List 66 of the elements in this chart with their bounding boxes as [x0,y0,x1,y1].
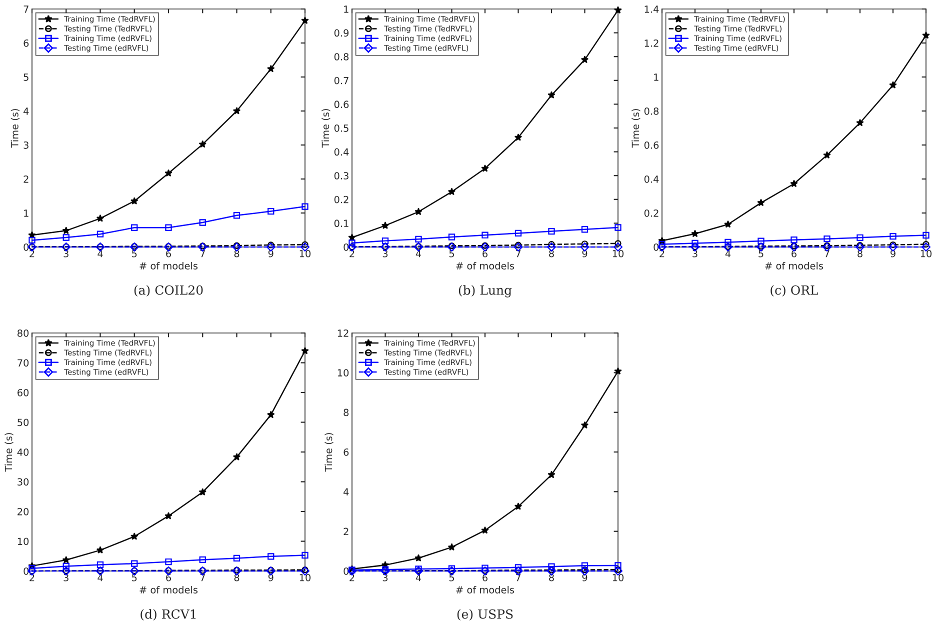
y-tick-label: 4 [344,488,349,496]
x-tick-label: 10 [612,250,624,258]
x-axis-title: # of models [140,262,198,270]
y-tick-label: 0.1 [334,220,348,228]
text: (e) USPS [457,609,513,621]
text: (a) COIL20 [134,285,203,297]
x-tick-label: 4 [725,250,731,258]
x-tick-label: 4 [416,574,422,582]
y-axis-title: Time (s) [322,109,330,148]
y-axis-title: Time (s) [324,433,334,472]
y-tick-label: 0.6 [334,100,349,108]
y-tick-label: 10 [338,369,349,376]
y-tick-label: 20 [18,508,29,516]
y-tick-label: 0.4 [334,148,349,156]
text: (d) RCV1 [140,609,196,621]
y-tick-label: 0.8 [334,53,349,60]
x-axis-title: # of models [765,262,824,270]
y-tick-label: 0.3 [334,172,348,180]
y-tick-label: 12 [338,329,348,337]
y-tick-label: 0.2 [334,196,348,204]
y-tick-label: 7 [24,6,28,13]
y-tick-label: 0 [344,567,349,575]
y-tick-label: 2 [344,528,348,536]
y-tick-label: 0.4 [644,175,659,183]
y-tick-label: 30 [18,478,29,486]
y-tick-label: 0.6 [644,141,659,149]
y-tick-label: 0 [24,567,29,575]
x-axis-title: # of models [140,586,198,594]
y-tick-label: 60 [18,388,29,396]
y-tick-label: 0 [24,243,29,251]
y-tick-label: 6 [24,39,29,47]
y-tick-label: 8 [344,408,349,416]
y-axis-title: Time (s) [4,433,14,472]
y-tick-label: 50 [18,418,29,426]
y-tick-label: 40 [17,448,29,456]
text: (c) ORL [770,285,818,297]
y-axis-title: Time (s) [10,109,20,148]
y-tick-label: 70 [18,359,29,367]
x-axis-title: # of models [456,262,514,270]
y-tick-label: 1 [344,6,348,13]
y-tick-label: 80 [18,329,29,337]
x-tick-label: 10 [300,250,311,258]
y-tick-label: 1.2 [644,39,658,47]
y-tick-label: 0.7 [334,76,348,84]
y-tick-label: 1 [24,210,28,217]
y-tick-label: 2 [24,175,28,183]
y-tick-label: 10 [18,538,29,546]
y-tick-label: 0.9 [334,29,349,37]
y-tick-label: 4 [24,108,29,115]
x-tick-label: 10 [300,574,311,582]
y-tick-label: 6 [344,448,349,456]
x-tick-label: 10 [920,250,932,258]
y-tick-label: 0.8 [644,107,659,115]
y-axis-title: Time (s) [632,109,640,148]
x-axis-title: # of models [456,586,514,594]
text: (b) Lung [458,285,512,298]
y-tick-label: 1.4 [644,6,659,13]
y-tick-label: 0 [344,243,349,251]
x-tick-label: 10 [612,574,624,582]
y-tick-label: 1 [654,74,658,81]
y-tick-label: 0.5 [334,124,348,132]
y-tick-label: 0.2 [644,209,658,217]
x-tick-label: 4 [416,250,422,258]
y-tick-label: 3 [24,141,28,149]
y-tick-label: 5 [24,74,28,81]
y-tick-label: 0 [654,243,659,251]
